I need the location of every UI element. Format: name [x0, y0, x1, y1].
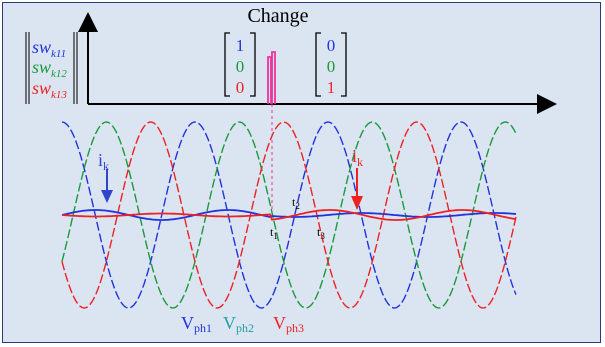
sw-k13-label: swk13 [32, 78, 67, 101]
legend-vph1: Vph1 [181, 313, 212, 335]
state-before-k12: 0 [236, 57, 245, 76]
vph1-waveform [61, 121, 517, 309]
svg-text:ik: ik [98, 150, 109, 173]
switch-label-block: swk11 swk12 swk13 [25, 32, 78, 104]
current-label-right: ik [351, 146, 363, 210]
svg-text:ik: ik [352, 146, 363, 169]
vph2-waveform [61, 121, 517, 309]
state-matrix-after: 0 0 1 [315, 32, 347, 97]
legend-vph3: Vph3 [273, 313, 304, 335]
phase-waveforms [61, 121, 517, 309]
state-before-k11: 1 [236, 36, 245, 55]
state-matrix-before: 1 0 0 [224, 32, 256, 97]
switching-pulse [267, 51, 276, 215]
sw-k12-label: swk12 [32, 57, 67, 80]
diagram-frame [2, 2, 601, 343]
state-after-k13: 1 [327, 78, 336, 97]
phase3-current [61, 209, 517, 221]
time-label-t3: t3 [317, 225, 325, 241]
current-label-left: ik [98, 150, 113, 203]
time-label-t2: t2 [292, 195, 300, 211]
phase-currents [61, 209, 517, 221]
time-label-t1: t1 [270, 225, 278, 241]
state-after-k12: 0 [327, 57, 336, 76]
state-before-k13: 0 [236, 78, 245, 97]
vph3-waveform [61, 121, 517, 309]
state-after-k11: 0 [327, 36, 336, 55]
sw-k11-label: swk11 [32, 37, 66, 60]
diagram-title: Change [247, 5, 308, 27]
legend-vph2: Vph2 [223, 313, 254, 335]
